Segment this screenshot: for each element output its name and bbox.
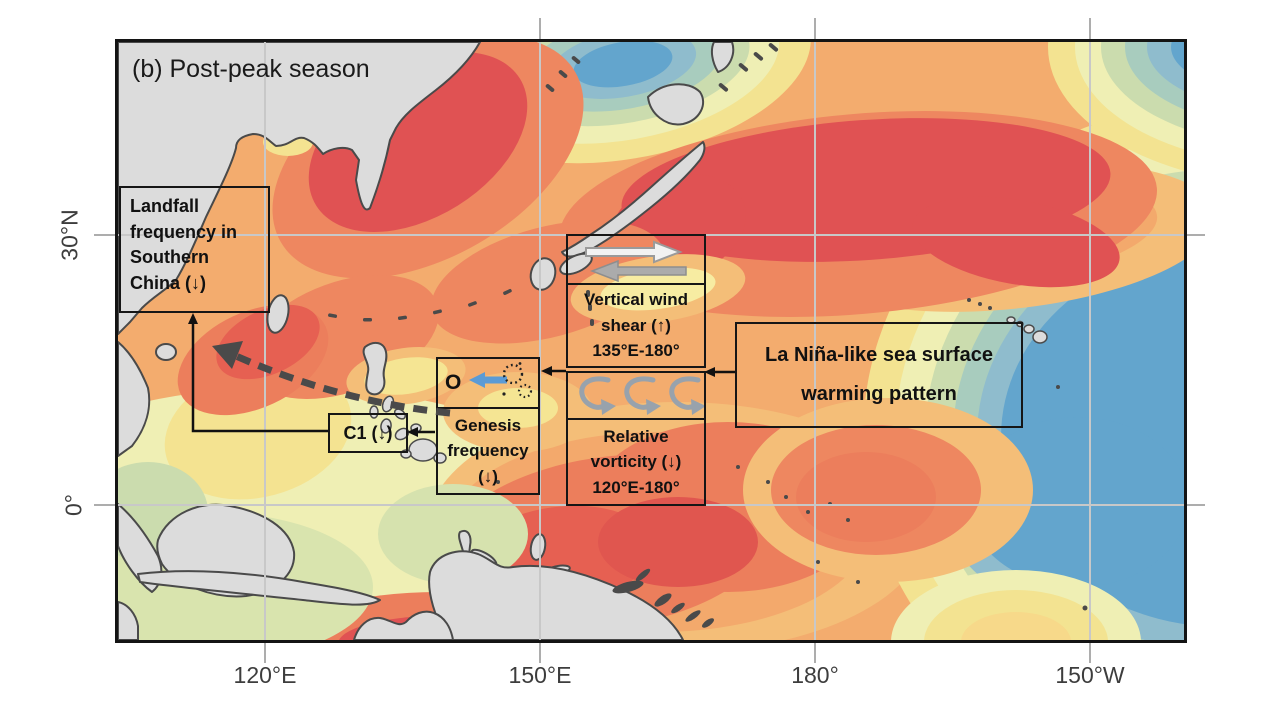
y-tick [94,504,115,506]
x-axis-label-120e: 120°E [233,662,297,688]
y-axis-label-0: 0° [60,494,87,516]
shifted-genesis-symbol: O [445,371,462,394]
vorticity-line: 120°E-180° [592,477,680,497]
landfall-frequency-box: Landfall frequency in Southern China (↓) [119,186,270,313]
hainan [155,343,177,361]
landfall-line: Southern [130,247,209,268]
relative-vorticity-box: Relative vorticity (↓) 120°E-180° [566,418,706,506]
genesis-line: (↓) [478,466,498,486]
sst-southeast-patches [743,398,1141,640]
genesis-line: frequency [447,441,529,461]
x-tick-top [814,18,816,39]
shear-line: Vertical wind [584,290,688,310]
y-tick [94,234,115,236]
x-tick-top [1089,18,1091,39]
shear-line: 135°E-180° [592,341,680,361]
wind-shear-icon-box [566,234,706,285]
x-tick [539,642,541,663]
genesis-line: Genesis [454,415,522,435]
x-axis-label-150e: 150°E [508,662,572,688]
landfall-line: Landfall [130,196,200,216]
panel-title: (b) Post-peak season [132,55,370,83]
indochina [118,341,151,457]
vorticity-line: Relative [603,426,669,446]
la-nina-line: La Niña-like sea surface [765,344,993,366]
x-tick [1089,642,1091,663]
genesis-frequency-box: Genesis frequency (↓) [436,407,540,495]
australia [353,610,454,640]
x-tick [814,642,816,663]
landfall-line: China (↓) [130,272,206,293]
landmasses [118,42,1048,640]
asia-mainland [118,42,481,335]
hokkaido [647,83,705,126]
c1-label: C1 (↓) [343,422,393,443]
java [137,570,381,606]
vorticity-line: vorticity (↓) [590,452,682,472]
sakhalin [710,42,735,73]
x-tick-top [539,18,541,39]
australia-west [118,601,139,640]
opposing-arrows-icon [585,240,687,283]
sst-cold-pool-northeast [1048,42,1184,171]
y-tick-right [1184,504,1205,506]
dotted-cyclones-icon [469,362,533,399]
genesis-shift-icon-box: O [436,357,540,409]
landfall-line: frequency in [130,221,238,242]
y-axis-label-30n: 30°N [56,209,83,261]
vertical-wind-shear-box: Vertical wind shear (↑) 135°E-180° [566,283,706,368]
pacific-map [115,39,1187,643]
c1-cluster-box: C1 (↓) [328,413,408,453]
x-axis-label-180: 180° [791,662,839,688]
shear-line: shear (↑) [601,315,671,335]
vorticity-icon-box [566,371,706,420]
la-nina-box: La Niña-like sea surface warming pattern [735,322,1023,428]
westward-shift-arrow [469,372,508,388]
sst-anomaly-field [118,42,1184,640]
y-tick-right [1184,234,1205,236]
x-axis-label-150w: 150°W [1055,662,1125,688]
curl-arrows-icon [579,376,706,415]
island-chains [328,43,1088,628]
la-nina-line: warming pattern [801,383,957,405]
kyushu [529,257,557,291]
x-tick [264,642,266,663]
